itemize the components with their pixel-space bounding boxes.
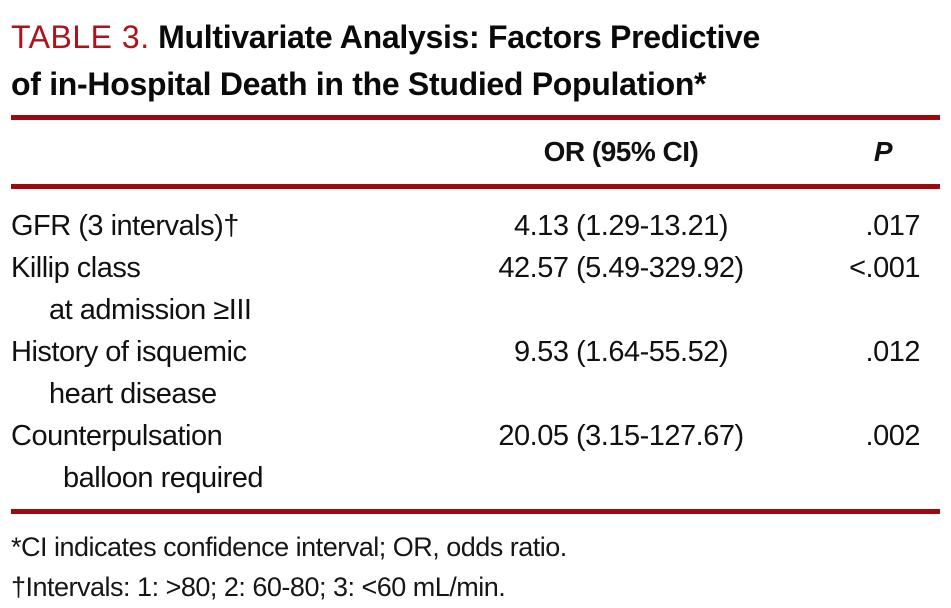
rule-top [11, 115, 940, 120]
row-p-value: .012 [865, 336, 921, 368]
row-or-value: 9.53 (1.64-55.52) [514, 336, 728, 368]
table-header-row: OR (95% CI) P [11, 120, 940, 184]
row-p-value: .002 [865, 420, 921, 452]
row-factor-label-cont: at admission ≥III [49, 294, 252, 326]
table-row-gfr: GFR (3 intervals)† 4.13 (1.29-13.21) .01… [11, 205, 940, 247]
row-or-value: 20.05 (3.15-127.67) [498, 420, 744, 452]
table-title-text1: Multivariate Analysis: Factors Predictiv… [158, 19, 761, 55]
row-p-value: <.001 [849, 252, 920, 284]
column-header-p: P [873, 136, 893, 167]
table-body: GFR (3 intervals)† 4.13 (1.29-13.21) .01… [11, 189, 940, 509]
rule-header-bottom [11, 184, 940, 189]
row-factor-label-cont: balloon required [63, 462, 263, 494]
table-row-counterpulsation: Counterpulsation balloon required 20.05 … [11, 415, 940, 499]
table-title-line2: of in-Hospital Death in the Studied Popu… [11, 66, 707, 102]
row-or-value: 42.57 (5.49-329.92) [498, 252, 744, 284]
row-factor-label: Counterpulsation [11, 420, 223, 452]
row-factor-label: GFR (3 intervals)† [11, 210, 239, 242]
row-factor-label: History of isquemic [11, 336, 247, 368]
table-title-line1: TABLE 3. Multivariate Analysis: Factors … [11, 14, 940, 61]
footnote-ci-or: *CI indicates confidence interval; OR, o… [11, 532, 567, 562]
row-p-value: .017 [865, 210, 921, 242]
table-row-ischemic-history: History of isquemic heart disease 9.53 (… [11, 331, 940, 415]
column-header-or: OR (95% CI) [543, 136, 699, 167]
row-factor-label: Killip class [11, 252, 141, 284]
table-row-killip: Killip class at admission ≥III 42.57 (5.… [11, 247, 940, 331]
table-title: TABLE 3. Multivariate Analysis: Factors … [11, 0, 940, 108]
table-footnotes: *CI indicates confidence interval; OR, o… [11, 514, 940, 607]
table-number-label: TABLE 3. [11, 19, 150, 55]
footnote-intervals: †Intervals: 1: >80; 2: 60-80; 3: <60 mL/… [11, 572, 506, 602]
row-or-value: 4.13 (1.29-13.21) [514, 210, 728, 242]
row-factor-label-cont: heart disease [49, 378, 217, 410]
rule-bottom [11, 509, 940, 514]
